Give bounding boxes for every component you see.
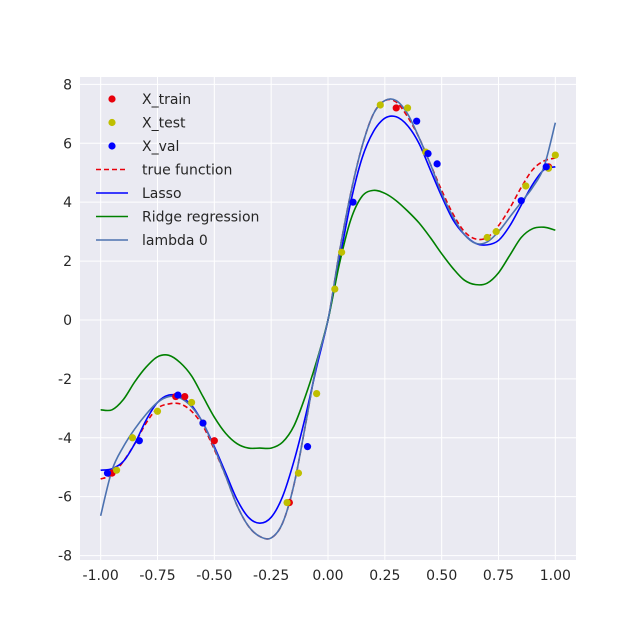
legend-label: lambda 0	[142, 233, 208, 249]
x-tick-label: -0.75	[139, 568, 175, 584]
point-x-val	[349, 198, 357, 206]
point-x-val	[413, 117, 421, 125]
y-tick-label: 8	[63, 77, 72, 93]
y-tick-label: -4	[58, 431, 72, 447]
point-x-val	[174, 391, 182, 399]
x-tick-label: 1.00	[540, 568, 571, 584]
point-x-val	[303, 443, 312, 451]
point-x-test	[403, 104, 412, 112]
y-tick-label: -2	[58, 372, 72, 388]
x-tick-label: -0.50	[196, 568, 232, 584]
point-x-test	[338, 248, 346, 256]
point-x-val	[517, 197, 525, 205]
series-points	[103, 101, 559, 507]
y-tick-label: -8	[58, 549, 72, 565]
point-x-test	[153, 407, 162, 415]
point-x-test	[551, 151, 559, 159]
y-tick-label: 2	[63, 254, 72, 270]
y-tick-label: 6	[63, 136, 72, 152]
point-x-test	[294, 469, 303, 477]
point-x-test	[331, 285, 339, 293]
point-x-test	[313, 390, 321, 398]
point-x-train	[181, 392, 189, 401]
point-x-train	[210, 437, 218, 445]
point-x-val	[424, 149, 432, 158]
point-x-test	[283, 498, 291, 507]
x-tick-label: 0.50	[426, 568, 457, 584]
x-tick-label: 0.75	[483, 568, 514, 584]
x-axis-ticks: -1.00 -0.75 -0.50 -0.25 0.00 0.25 0.50 0.75 1.00	[83, 568, 571, 584]
point-x-test	[376, 101, 384, 109]
point-x-train	[392, 104, 400, 112]
legend-marker-x-train	[108, 95, 116, 103]
point-x-test	[187, 398, 196, 407]
x-tick-label: 0.25	[369, 568, 400, 584]
y-tick-label: 0	[63, 313, 72, 329]
point-x-val	[433, 160, 441, 168]
point-x-test	[522, 182, 530, 190]
x-tick-label: -1.00	[83, 568, 119, 584]
point-x-test	[483, 233, 491, 242]
point-x-val	[135, 437, 143, 445]
legend-label: Lasso	[142, 186, 182, 202]
point-x-val	[542, 163, 550, 171]
point-x-test	[128, 434, 137, 442]
legend-label: X_train	[142, 92, 191, 108]
point-x-val	[199, 419, 207, 427]
legend-marker-x-val	[108, 142, 116, 150]
legend-marker-x-test	[108, 118, 116, 127]
point-x-test	[112, 466, 121, 474]
legend-label: X_test	[142, 116, 186, 132]
point-x-test	[492, 228, 500, 236]
y-tick-label: 4	[63, 195, 72, 211]
x-tick-label: -0.25	[253, 568, 289, 584]
x-tick-label: 0.00	[312, 568, 343, 584]
y-tick-label: -6	[58, 490, 72, 506]
point-x-val	[103, 469, 112, 477]
legend-label: Ridge regression	[142, 210, 259, 226]
legend-label: X_val	[142, 139, 179, 155]
y-axis-ticks: -8 -6 -4 -2 0 2 4 6 8	[58, 77, 72, 564]
legend-label: true function	[142, 163, 232, 179]
